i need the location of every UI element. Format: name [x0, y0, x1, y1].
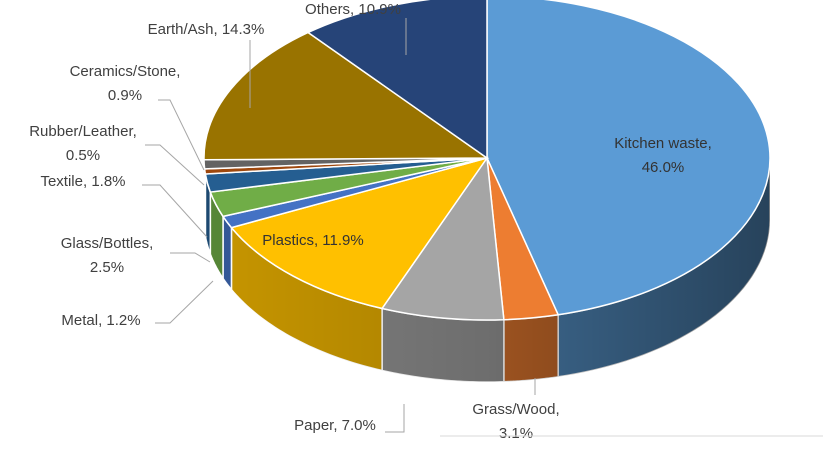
label-textile: Textile, 1.8%: [40, 173, 125, 190]
label-kitchen-waste: Kitchen waste,: [614, 135, 712, 152]
label-ceramics-stone-value: 0.9%: [108, 87, 142, 104]
slice-plastics: [230, 156, 489, 310]
slice-labels: Kitchen waste, 46.0% Grass/Wood, 3.1% Paper,…: [29, 1, 712, 442]
slice-paper: [380, 155, 505, 321]
label-rubber-leather: Rubber/Leather,: [29, 123, 137, 140]
pie-sides: [203, 157, 771, 383]
leader-metal: [155, 280, 214, 324]
label-grass-wood-value: 3.1%: [499, 425, 533, 442]
side-shading: [204, 158, 770, 382]
label-others: Others, 10.9%: [305, 1, 401, 18]
label-plastics: Plastics, 11.9%: [262, 232, 363, 249]
label-glass-bottles-value: 2.5%: [90, 259, 124, 276]
leader-ceramics-stone: [158, 99, 205, 171]
label-metal: Metal, 1.2%: [61, 312, 140, 329]
slice-kitchen-waste: [486, 0, 771, 316]
leader-rubber-leather: [145, 144, 205, 186]
label-ceramics-stone: Ceramics/Stone,: [70, 63, 181, 80]
leader-textile: [142, 184, 208, 238]
slice-others: [306, 0, 488, 160]
leader-paper: [385, 404, 405, 433]
label-grass-wood: Grass/Wood,: [472, 401, 559, 418]
label-glass-bottles: Glass/Bottles,: [61, 235, 154, 252]
leader-lines: [142, 18, 536, 433]
label-kitchen-waste-value: 46.0%: [642, 159, 685, 176]
leader-glass-bottles: [170, 252, 211, 263]
pie-tops: [203, 0, 771, 321]
label-earth-ash: Earth/Ash, 14.3%: [148, 21, 265, 38]
label-rubber-leather-value: 0.5%: [66, 147, 100, 164]
slice-earth-ash: [203, 31, 490, 161]
label-paper: Paper, 7.0%: [294, 417, 376, 434]
